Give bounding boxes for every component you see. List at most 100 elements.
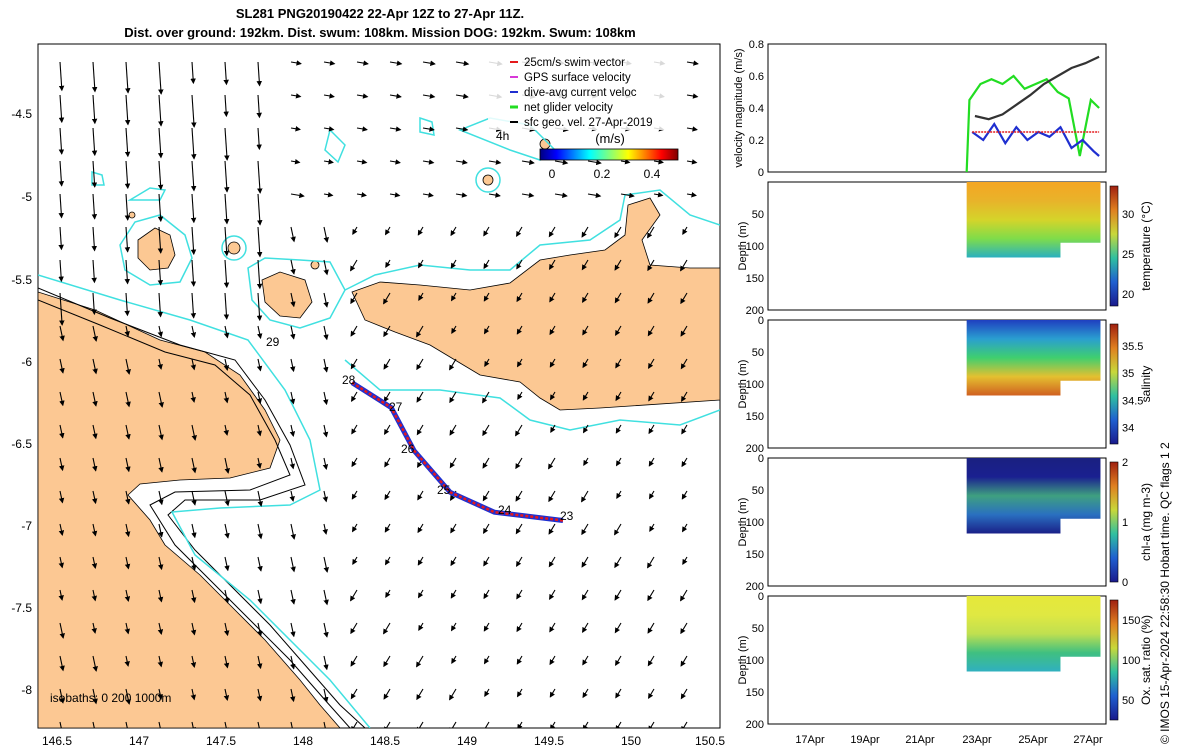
velocity-arrow: [450, 259, 457, 269]
velocity-arrow: [323, 325, 329, 341]
velocity-arrow: [548, 556, 556, 568]
lat-tick: -6: [21, 355, 32, 369]
velocity-arrow: [124, 556, 131, 570]
velocity-arrow: [548, 226, 556, 238]
profile-panel[interactable]: 0 50 100 150 200 Depth (m) 34 34.5 35 35.5 salinit…: [737, 315, 1153, 455]
velocity-arrow: [482, 424, 490, 437]
velocity-arrow: [92, 358, 98, 375]
velocity-arrow: [224, 523, 230, 539]
lon-tick: 150: [621, 734, 641, 748]
velocity-arrow: [450, 523, 457, 534]
velocity-arrow: [124, 94, 131, 126]
depth-tick: 100: [746, 517, 764, 529]
velocity-arrow: [257, 721, 260, 728]
velocity-arrow: [516, 259, 523, 270]
velocity-arrow: [389, 126, 402, 132]
velocity-arrow: [58, 160, 65, 187]
velocity-arrow: [257, 160, 263, 194]
lat-tick: -4.5: [11, 107, 32, 121]
velocity-arrow: [615, 688, 622, 699]
velocity-arrow: [680, 655, 688, 667]
velocity-arrow: [483, 523, 490, 534]
velocity-arrow: [417, 259, 424, 269]
velocity-arrow: [389, 60, 403, 66]
velocity-panel[interactable]: 0 0.2 0.4 0.6 0.8 velocity magnitude (m/…: [733, 39, 1107, 179]
velocity-arrow: [483, 325, 490, 335]
velocity-arrow: [384, 226, 391, 236]
profile-panel[interactable]: 50 100 150 200 Depth (m) 20 25 30 temperature (°…: [737, 181, 1153, 317]
velocity-arrow: [647, 259, 655, 272]
colorbar-tick: 35: [1122, 368, 1134, 380]
velocity-arrow: [384, 490, 391, 501]
velocity-arrow: [124, 589, 131, 602]
profile-field: [966, 182, 1101, 258]
colorbar-label: salinity: [1139, 366, 1153, 403]
velocity-arrow: [91, 61, 98, 93]
land-small-island: [128, 211, 136, 219]
velocity-arrow: [190, 259, 197, 287]
velocity-arrow: [384, 556, 391, 566]
depth-tick: 100: [746, 655, 764, 667]
velocity-arrow: [125, 457, 131, 473]
velocity-arrow: [582, 622, 589, 633]
lat-tick: -5: [21, 190, 32, 204]
velocity-arrow: [351, 391, 358, 402]
velocity-arrow: [158, 391, 164, 408]
velocity-arrow: [257, 589, 263, 605]
velocity-arrow: [680, 292, 688, 305]
velocity-arrow: [449, 358, 457, 371]
velocity-arrow: [680, 259, 688, 272]
land-umboi-island: [261, 271, 313, 319]
colorbar-tick: 0.2: [594, 167, 611, 181]
velocity-arrow: [290, 721, 293, 728]
velocity-arrow: [58, 94, 65, 124]
velocity-arrow: [256, 94, 262, 119]
copyright-note: © IMOS 15-Apr-2024 22:58:30 Hobart time.…: [1158, 442, 1172, 744]
velocity-arrow: [450, 622, 457, 632]
lat-tick: -8: [21, 683, 32, 697]
velocity-arrow: [383, 391, 391, 403]
velocity-arrow: [356, 192, 367, 198]
velocity-arrow: [549, 655, 556, 666]
velocity-arrow: [384, 457, 391, 468]
velocity-arrow: [256, 655, 263, 670]
velocity-arrow: [91, 523, 98, 537]
velocity-arrow: [516, 589, 523, 600]
velocity-arrow: [648, 490, 655, 500]
velocity-arrow: [289, 490, 295, 502]
profile-panel[interactable]: 0 50 100 150 200 Depth (m) 0 1 2 chl-a (mg m-3): [737, 453, 1153, 593]
velocity-arrow: [190, 226, 197, 256]
glider-track: [350, 380, 564, 523]
velocity-arrow: [257, 490, 263, 507]
velocity-arrow: [223, 721, 229, 728]
velocity-arrow: [516, 622, 523, 633]
velocity-arrow: [516, 688, 523, 698]
time-tick: 17Apr: [795, 734, 825, 746]
velocity-arrow: [455, 192, 468, 198]
velocity-arrow: [190, 589, 197, 604]
velocity-arrow: [550, 424, 556, 433]
velocity-arrow: [521, 192, 535, 198]
velocity-arrow: [91, 226, 98, 252]
velocity-arrow: [455, 159, 468, 165]
velocity-arrow: [124, 160, 131, 190]
depth-tick: 50: [752, 485, 764, 497]
velocity-arrow: [290, 93, 302, 99]
velocity-arrow: [383, 622, 391, 635]
velocity-arrow: [356, 60, 369, 66]
velocity-arrow: [416, 655, 424, 668]
vel-ytick: 0.4: [749, 103, 764, 115]
velocity-arrow: [648, 457, 655, 467]
velocity-arrow: [58, 490, 65, 504]
velocity-arrow: [125, 61, 131, 94]
velocity-arrow: [125, 490, 131, 505]
velocity-arrow: [157, 193, 164, 223]
velocity-arrow: [256, 424, 262, 437]
velocity-arrow: [223, 193, 230, 225]
velocity-arrow: [449, 457, 457, 469]
velocity-arrow: [290, 60, 302, 66]
velocity-arrow: [323, 159, 334, 165]
